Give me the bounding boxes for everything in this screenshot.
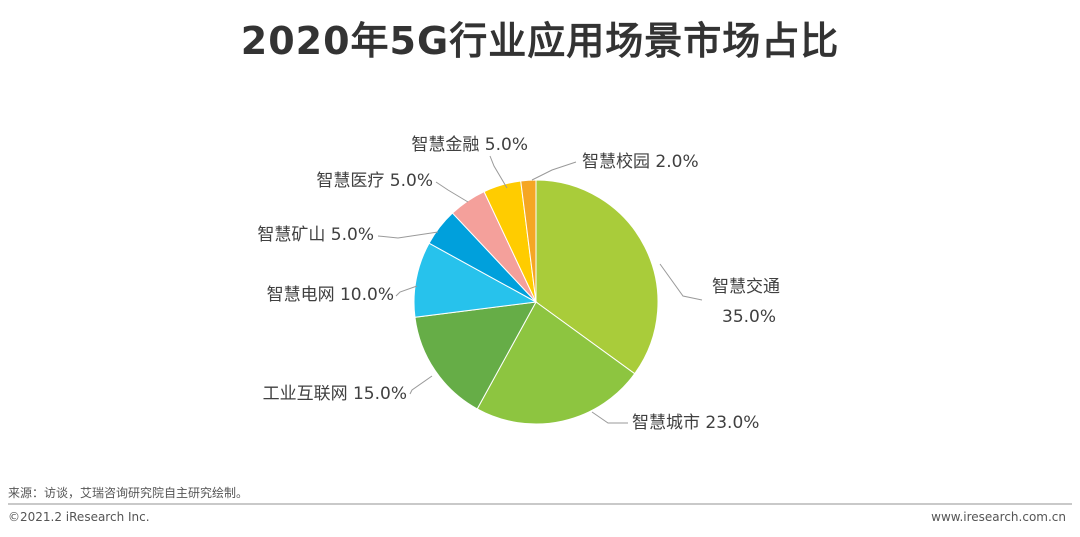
footer-divider (8, 503, 1072, 505)
slice-label-8: 智慧校园 2.0% (582, 152, 699, 172)
slice-label-1: 智慧交通 35.0% (712, 277, 780, 327)
leader-line-1 (659, 263, 703, 301)
leader-line-4 (395, 285, 418, 297)
leader-line-6 (435, 181, 469, 203)
website-link[interactable]: www.iresearch.com.cn (931, 510, 1066, 524)
pie-slice-4 (413, 242, 538, 318)
slice-label-5: 智慧矿山 5.0% (257, 225, 374, 245)
slice-label-3: 工业互联网 15.0% (263, 384, 407, 404)
leader-line-5 (377, 231, 439, 239)
pie-chart: 智慧交通 35.0% 智慧城市 23.0% 工业互联网 15.0% 智慧电网 10.0%… (257, 135, 780, 433)
leader-line-3 (409, 375, 433, 395)
slice-label-7: 智慧金融 5.0% (411, 135, 528, 155)
pie-slice-1 (535, 179, 659, 375)
pie-slice-2 (476, 301, 636, 425)
slice-label-4: 智慧电网 10.0% (267, 285, 394, 305)
slice-label-2: 智慧城市 23.0% (632, 413, 759, 433)
chart-title: 2020年5G行业应用场景市场占比 (240, 19, 840, 63)
slice-label-6: 智慧医疗 5.0% (316, 171, 433, 191)
leader-line-7 (489, 155, 508, 189)
pie-slice-8 (520, 179, 537, 303)
copyright-text: ©2021.2 iResearch Inc. (8, 510, 150, 524)
source-note: 来源：访谈，艾瑞咨询研究院自主研究绘制。 (8, 486, 249, 500)
pie-slice-3 (414, 301, 537, 410)
leader-line-8 (531, 161, 577, 181)
leader-line-2 (591, 411, 628, 424)
